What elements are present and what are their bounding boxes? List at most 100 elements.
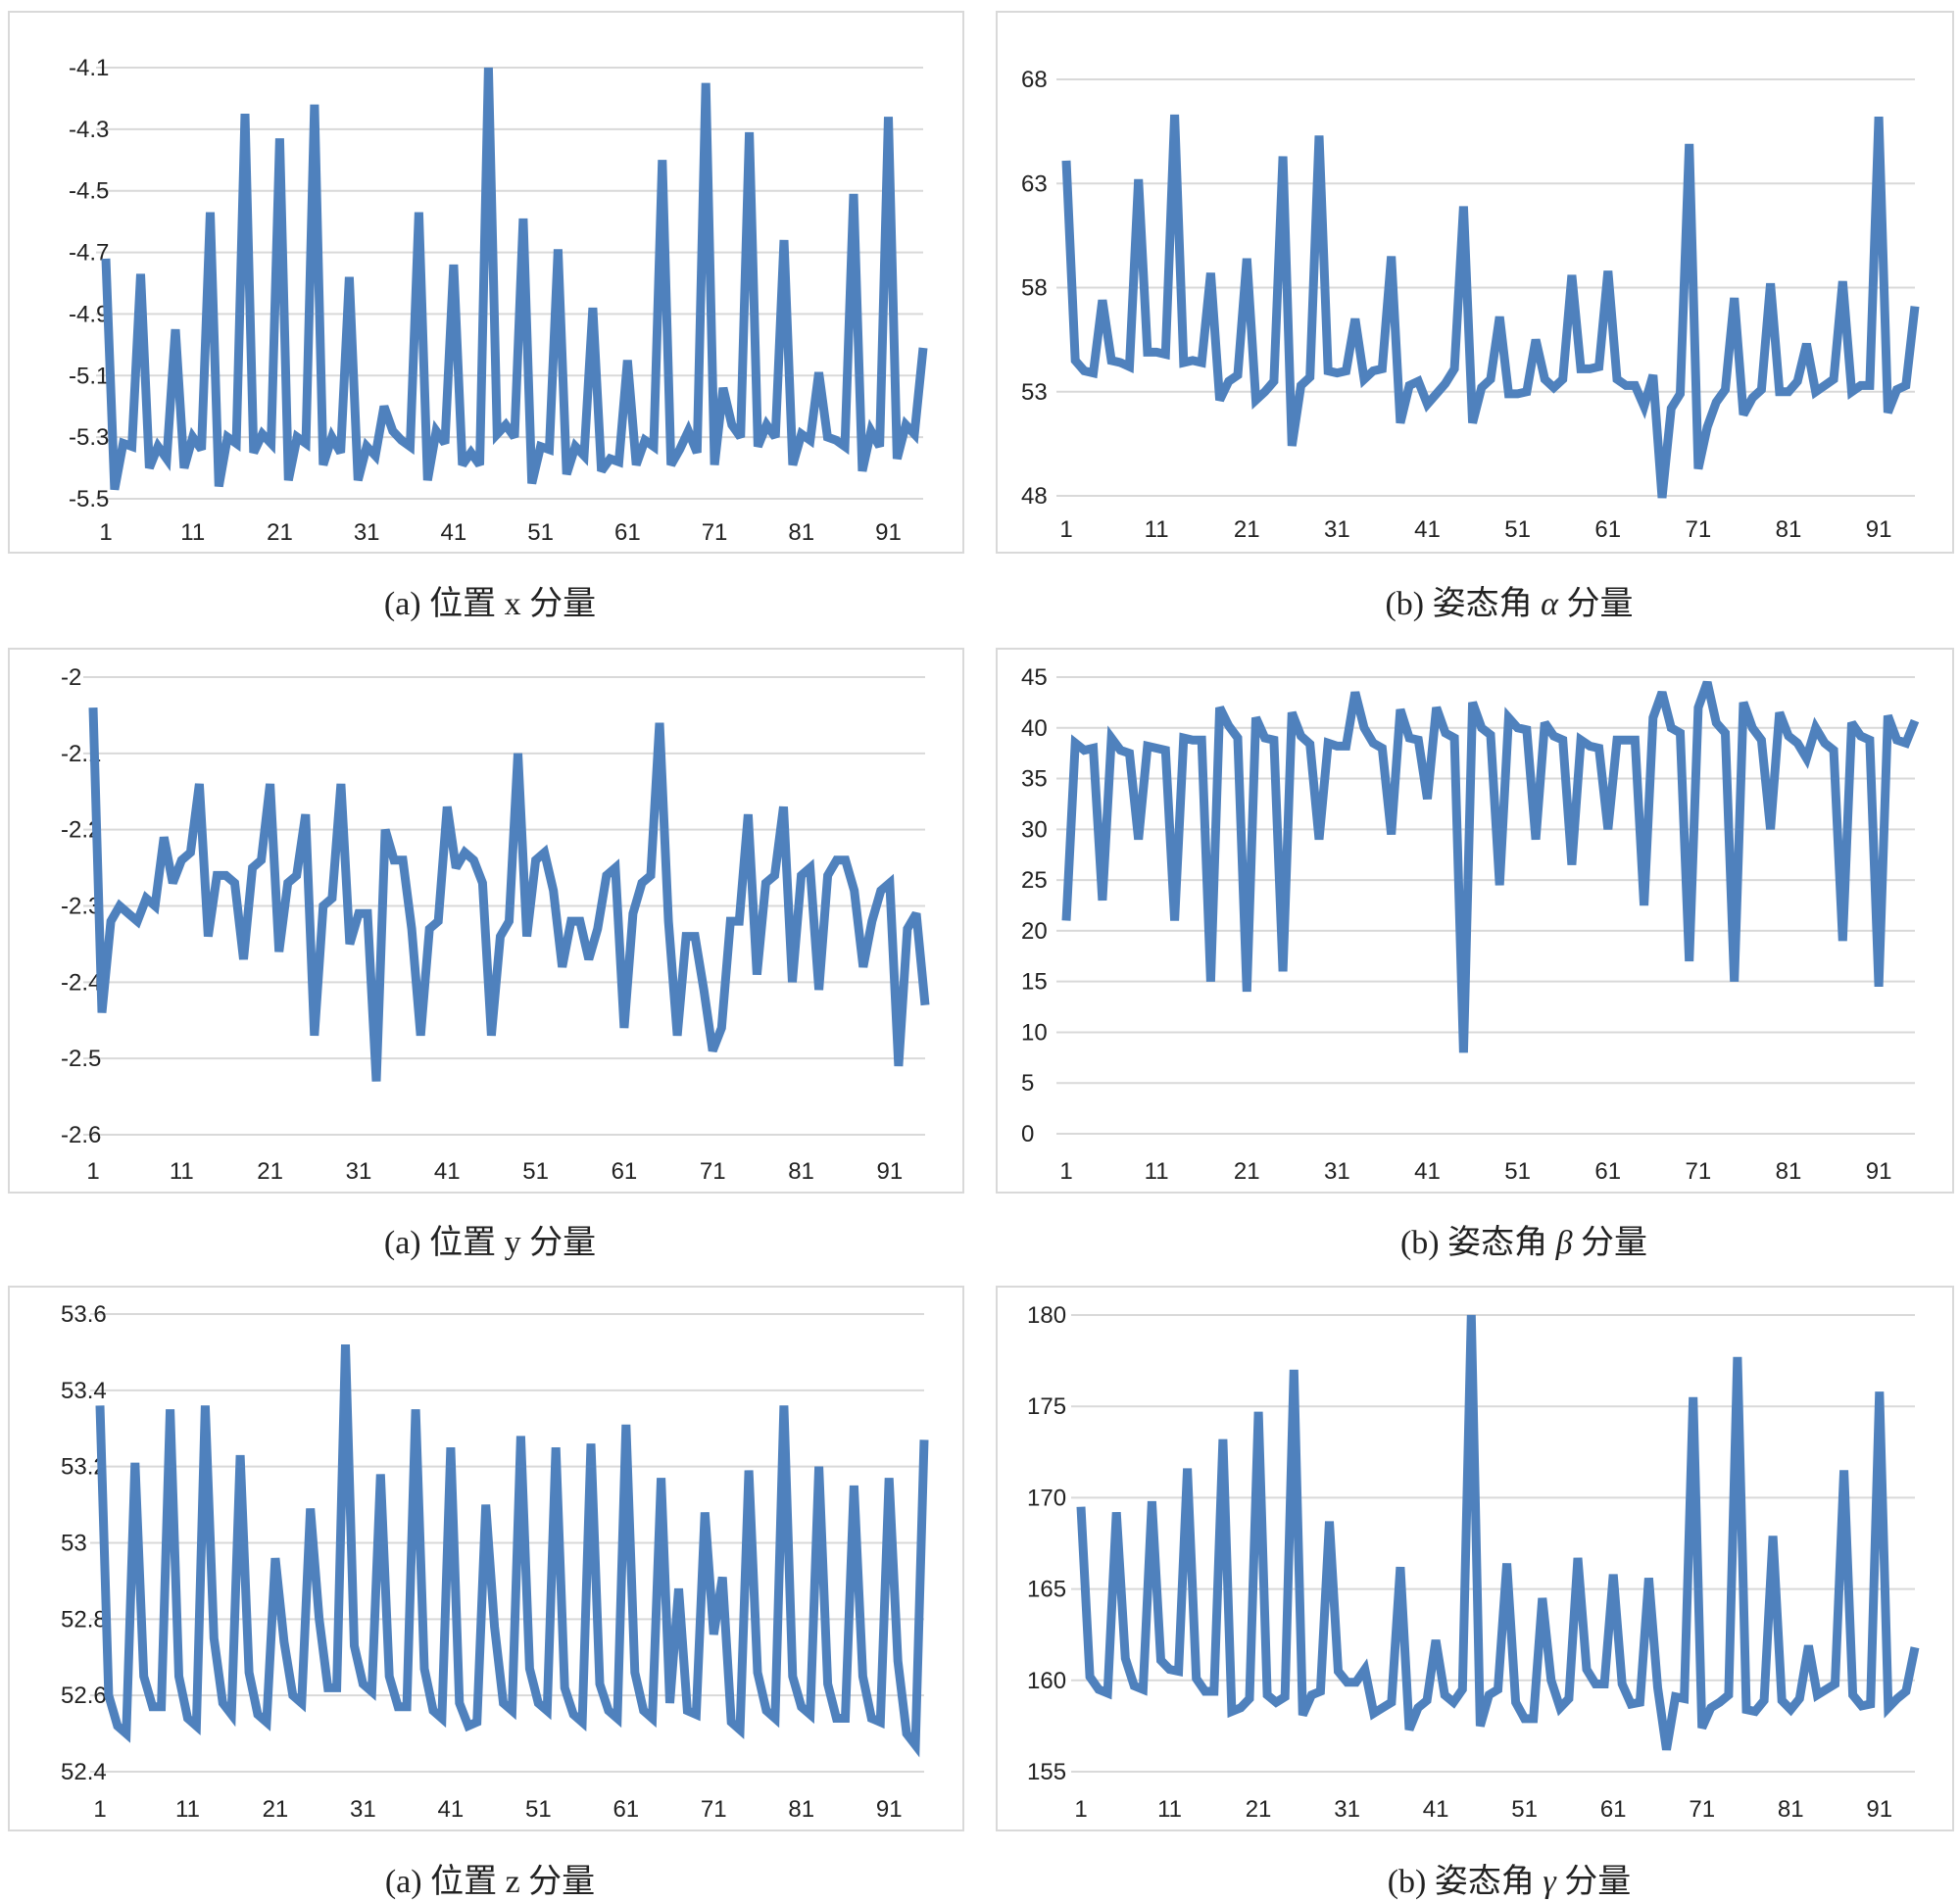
- x-tick-label: 51: [1511, 1796, 1538, 1823]
- y-tick-label: -4.9: [69, 301, 109, 327]
- x-tick-label: 11: [180, 519, 205, 546]
- x-tick-label: 41: [434, 1158, 461, 1185]
- y-tick-label: 165: [1027, 1577, 1066, 1603]
- x-tick-label: 91: [877, 1158, 904, 1185]
- y-tick-label: 175: [1027, 1393, 1066, 1420]
- series-line: [101, 67, 928, 491]
- y-tick-label: -4.1: [69, 55, 109, 81]
- chart-x-svg: -4.1-4.3-4.5-4.7-4.9-5.1-5.3-5.51 11 21 31 4…: [69, 55, 928, 546]
- x-tick-label: 1: [93, 1796, 106, 1823]
- x-tick-label: 31: [1334, 1796, 1360, 1823]
- caption-beta-greek: β: [1555, 1225, 1573, 1261]
- x-tick-label: 1: [1059, 516, 1072, 543]
- y-tick-label: 30: [1021, 816, 1048, 843]
- y-tick-label: -4.5: [69, 178, 109, 205]
- x-tick-label: 71: [1686, 1158, 1712, 1185]
- x-tick-label: 91: [876, 1796, 903, 1823]
- y-tick-label: 155: [1027, 1759, 1066, 1785]
- y-tick-label: 52.4: [61, 1759, 107, 1785]
- x-tick-label: 61: [612, 1796, 639, 1823]
- y-tick-label: 10: [1021, 1019, 1048, 1046]
- y-tick-label: 52.6: [61, 1683, 107, 1709]
- x-tick-label: 81: [788, 519, 814, 546]
- x-tick-label: 11: [1145, 1158, 1169, 1185]
- x-tick-label: 71: [1689, 1796, 1715, 1823]
- x-tick-label: 81: [1776, 1158, 1802, 1185]
- x-tick-label: 91: [1866, 1158, 1892, 1185]
- y-tick-label: 180: [1027, 1302, 1066, 1329]
- y-tick-label: 58: [1021, 275, 1048, 302]
- chart-panel-gamma: 180 175 170 165 160 155 1 11 21 31 41 51 61 71 81 91: [996, 1286, 1954, 1831]
- y-tick-label: -4.3: [69, 117, 109, 143]
- x-tick-label: 41: [441, 519, 467, 546]
- x-tick-label: 1: [99, 519, 112, 546]
- x-tick-label: 81: [1776, 516, 1802, 543]
- x-tick-label: 51: [527, 519, 554, 546]
- x-tick-label: 11: [170, 1158, 194, 1185]
- series-line: [1076, 1314, 1920, 1751]
- caption-gamma-greek: γ: [1543, 1864, 1556, 1900]
- x-tick-label: 41: [1414, 1158, 1441, 1185]
- chart-panel-alpha: 68 63 58 53 48 1 11 21 31 41 51 61 71 81 91: [996, 11, 1954, 554]
- x-tick-label: 51: [525, 1796, 552, 1823]
- y-tick-label: 0: [1021, 1121, 1034, 1147]
- x-tick-label: 41: [1414, 516, 1441, 543]
- x-tick-label: 1: [1074, 1796, 1087, 1823]
- x-tick-label: 71: [1686, 516, 1712, 543]
- x-tick-label: 41: [1423, 1796, 1449, 1823]
- x-tick-label: 51: [522, 1158, 549, 1185]
- chart-panel-z: 53.6 53.4 53.2 53 52.8 52.6 52.4 1 11 21 31 41 51 61 7…: [8, 1286, 964, 1831]
- y-tick-label: -5.5: [69, 486, 109, 512]
- x-tick-label: 61: [1594, 1158, 1621, 1185]
- y-tick-label: 25: [1021, 867, 1048, 894]
- series-line: [1061, 114, 1920, 499]
- y-tick-label: 53.4: [61, 1378, 107, 1404]
- chart-panel-x: -4.1 -4.3 -4.5 -4.7 -4.9 -5.1 -5.3 -5.5 1 11 21 31 4…: [8, 11, 964, 554]
- x-tick-label: 21: [263, 1796, 289, 1823]
- x-tick-label: 51: [1504, 516, 1531, 543]
- x-tick-label: 91: [875, 519, 902, 546]
- caption-alpha: (b) 姿态角 α 分量: [1303, 576, 1715, 624]
- series-line: [88, 707, 930, 1082]
- x-tick-label: 71: [701, 1796, 727, 1823]
- x-tick-label: 21: [1234, 1158, 1260, 1185]
- y-tick-label: 68: [1021, 67, 1048, 93]
- caption-beta: (b) 姿态角 β 分量: [1318, 1215, 1730, 1263]
- x-tick-label: 21: [1246, 1796, 1272, 1823]
- x-tick-label: 51: [1504, 1158, 1531, 1185]
- y-tick-label: 45: [1021, 664, 1048, 691]
- y-tick-label: -2: [61, 664, 81, 691]
- caption-gamma: (b) 姿态角 γ 分量: [1303, 1854, 1715, 1902]
- y-tick-label: -5.3: [69, 424, 109, 451]
- x-tick-label: 61: [614, 519, 641, 546]
- x-tick-label: 41: [438, 1796, 465, 1823]
- chart-panel-beta: 45 40 35 30 25 20 15 10 5 0 1 11 21 31 41 51 61 71 81 91: [996, 648, 1954, 1194]
- y-tick-label: 53: [1021, 379, 1048, 406]
- caption-alpha-greek: α: [1541, 586, 1558, 622]
- x-tick-label: 81: [788, 1158, 814, 1185]
- y-tick-label: -2.6: [61, 1122, 101, 1148]
- x-tick-label: 61: [1594, 516, 1621, 543]
- caption-beta-prefix: (b) 姿态角: [1399, 1225, 1556, 1261]
- y-tick-label: 48: [1021, 483, 1048, 510]
- y-tick-label: 5: [1021, 1070, 1034, 1097]
- x-tick-label: 1: [1059, 1158, 1072, 1185]
- y-tick-label: -2.4: [61, 969, 101, 996]
- x-tick-label: 11: [1157, 1796, 1182, 1823]
- caption-alpha-prefix: (b) 姿态角: [1385, 586, 1542, 622]
- chart-y-svg: -2-2.1-2.2-2.3-2.4-2.5-2.61 11 21 31 41 51 61 7…: [61, 664, 930, 1185]
- caption-gamma-suffix: 分量: [1555, 1864, 1632, 1900]
- y-tick-label: 63: [1021, 171, 1048, 197]
- chart-panel-y: -2 -2.1 -2.2 -2.3 -2.4 -2.5 -2.6 1 11 21 31 41 51 61 7…: [8, 648, 964, 1194]
- series-line: [1061, 680, 1920, 1053]
- x-tick-label: 61: [612, 1158, 638, 1185]
- caption-beta-suffix: 分量: [1572, 1225, 1648, 1261]
- x-tick-label: 81: [1778, 1796, 1804, 1823]
- x-tick-label: 31: [350, 1796, 376, 1823]
- y-tick-label: -5.1: [69, 363, 109, 389]
- y-tick-label: 20: [1021, 918, 1048, 945]
- series-line: [95, 1343, 929, 1758]
